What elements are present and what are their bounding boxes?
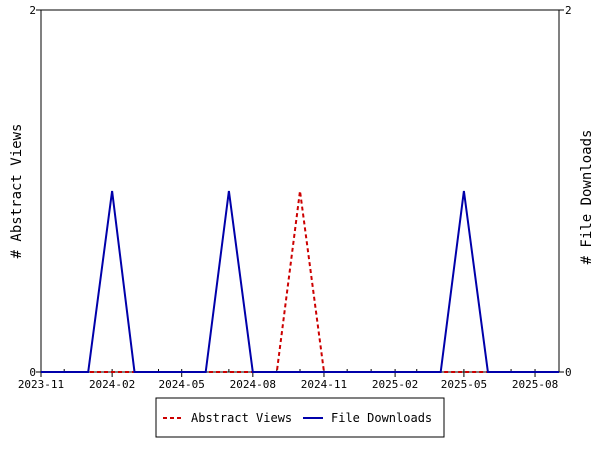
legend-label-file-downloads: File Downloads xyxy=(331,411,432,425)
y-left-tick-label: 2 xyxy=(29,4,36,17)
y-right-axis-label: # File Downloads xyxy=(579,130,595,265)
y-left-tick-label: 0 xyxy=(29,366,36,379)
legend: Abstract Views File Downloads xyxy=(155,397,445,438)
legend-label-abstract-views: Abstract Views xyxy=(191,411,292,425)
legend-box xyxy=(155,397,445,438)
x-tick-label: 2023-11 xyxy=(18,378,64,391)
x-tick-label: 2024-05 xyxy=(159,378,205,391)
y-right-tick-label: 2 xyxy=(565,4,572,17)
series-line-abstract-views xyxy=(41,190,559,373)
x-tick-label: 2025-05 xyxy=(441,378,487,391)
x-tick-label: 2025-02 xyxy=(372,378,418,391)
y-right-tick-label: 0 xyxy=(565,366,572,379)
x-tick-label: 2024-02 xyxy=(89,378,135,391)
series-line-file-downloads xyxy=(41,190,559,373)
y-left-axis-label: # Abstract Views xyxy=(9,124,25,259)
x-tick-label: 2024-11 xyxy=(301,378,347,391)
x-tick-label: 2024-08 xyxy=(230,378,276,391)
x-tick-label: 2025-08 xyxy=(512,378,558,391)
